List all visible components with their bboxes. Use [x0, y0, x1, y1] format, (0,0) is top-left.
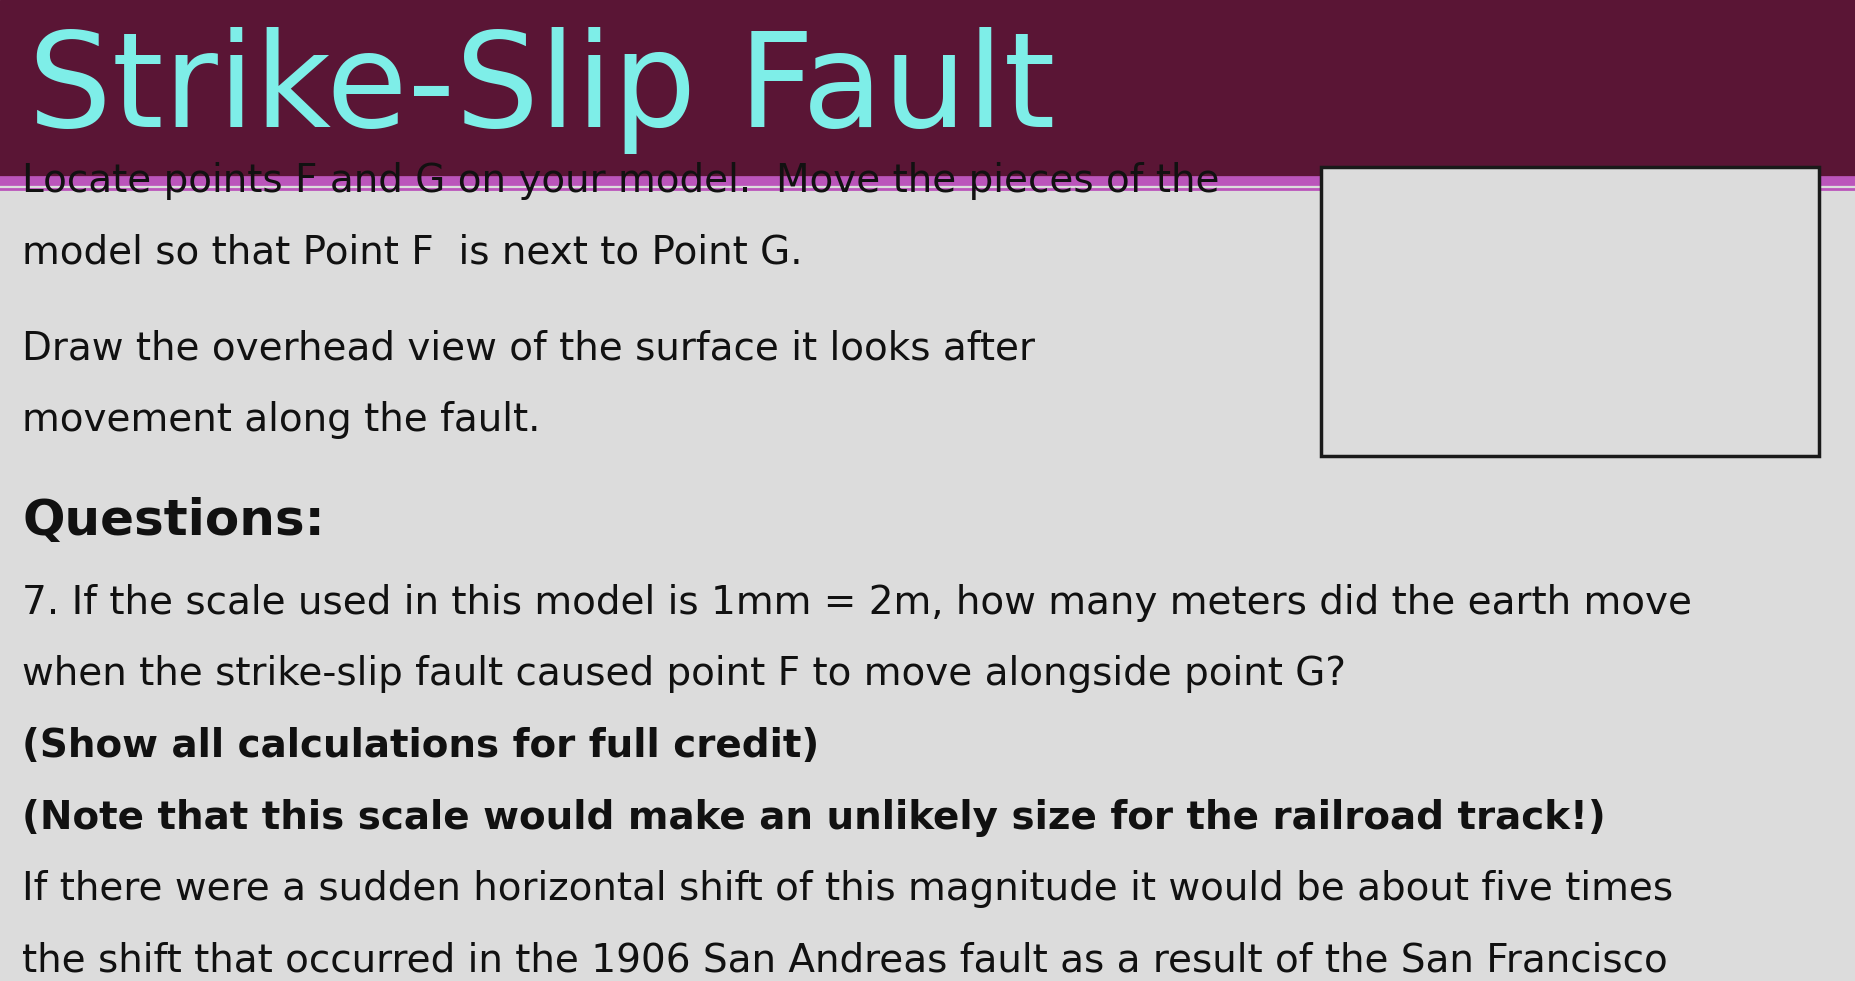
Text: Draw the overhead view of the surface it looks after: Draw the overhead view of the surface it…	[22, 330, 1035, 368]
Text: Questions:: Questions:	[22, 497, 325, 545]
Text: (Show all calculations for full credit): (Show all calculations for full credit)	[22, 727, 820, 765]
Text: movement along the fault.: movement along the fault.	[22, 401, 540, 439]
Text: Locate points F and G on your model.  Move the pieces of the: Locate points F and G on your model. Mov…	[22, 162, 1219, 200]
Text: the shift that occurred in the 1906 San Andreas fault as a result of the San Fra: the shift that occurred in the 1906 San …	[22, 942, 1668, 980]
Text: model so that Point F  is next to Point G.: model so that Point F is next to Point G…	[22, 233, 803, 272]
Bar	[0, 0, 1855, 181]
Bar	[1321, 167, 1818, 456]
Text: Strike-Slip Fault: Strike-Slip Fault	[28, 27, 1055, 154]
Text: (Note that this scale would make an unlikely size for the railroad track!): (Note that this scale would make an unli…	[22, 799, 1605, 837]
Text: If there were a sudden horizontal shift of this magnitude it would be about five: If there were a sudden horizontal shift …	[22, 870, 1673, 908]
Text: when the strike-slip fault caused point F to move alongside point G?: when the strike-slip fault caused point …	[22, 655, 1345, 694]
Text: 7. If the scale used in this model is 1mm = 2m, how many meters did the earth mo: 7. If the scale used in this model is 1m…	[22, 584, 1692, 622]
